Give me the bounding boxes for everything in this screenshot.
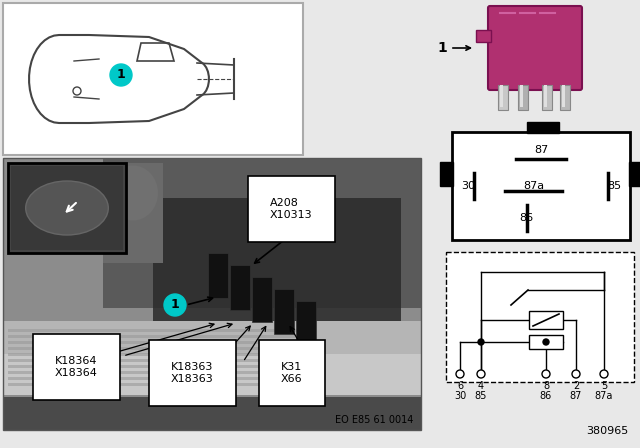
Bar [8, 377, 306, 380]
Bar [8, 383, 306, 386]
FancyBboxPatch shape [488, 6, 582, 90]
Text: 380965: 380965 [586, 426, 628, 436]
Bar [8, 366, 306, 368]
Bar [560, 85, 570, 110]
Ellipse shape [26, 181, 108, 235]
Bar [3, 3, 303, 155]
Bar [542, 85, 552, 110]
Bar [8, 163, 126, 253]
Bar [3, 158, 421, 430]
Text: 87: 87 [534, 145, 548, 155]
Bar [8, 371, 306, 375]
Text: 85: 85 [607, 181, 621, 191]
Bar [153, 198, 401, 328]
Bar [11, 166, 123, 250]
Circle shape [572, 370, 580, 378]
Bar [529, 311, 563, 329]
Bar [103, 163, 163, 263]
Bar [3, 354, 421, 395]
Bar [3, 397, 421, 430]
Text: 4: 4 [478, 381, 484, 391]
Bar [3, 321, 421, 389]
FancyBboxPatch shape [208, 253, 228, 298]
Text: 85: 85 [475, 391, 487, 401]
Text: 87a: 87a [524, 181, 545, 191]
Bar [8, 347, 306, 350]
Circle shape [600, 370, 608, 378]
Text: 87: 87 [570, 391, 582, 401]
Text: 5: 5 [601, 381, 607, 391]
Text: EO E85 61 0014: EO E85 61 0014 [335, 415, 413, 425]
Circle shape [110, 64, 132, 86]
Bar [529, 335, 563, 349]
Text: K18363
X18363: K18363 X18363 [171, 362, 214, 383]
Text: 30: 30 [461, 181, 475, 191]
Circle shape [542, 370, 550, 378]
FancyBboxPatch shape [274, 289, 294, 334]
Bar [8, 353, 306, 356]
Circle shape [477, 370, 485, 378]
Circle shape [456, 370, 464, 378]
Text: 8: 8 [543, 381, 549, 391]
Text: 86: 86 [540, 391, 552, 401]
FancyBboxPatch shape [252, 277, 272, 322]
Bar [452, 132, 630, 240]
Text: 87a: 87a [595, 391, 613, 401]
Text: A208
X10313: A208 X10313 [270, 198, 312, 220]
Bar [518, 85, 528, 110]
FancyBboxPatch shape [230, 265, 250, 310]
Bar [8, 341, 306, 345]
Bar [8, 329, 306, 332]
Bar [476, 30, 491, 42]
Bar [103, 158, 421, 308]
Bar [440, 162, 453, 186]
Bar [527, 122, 559, 133]
Bar [3, 158, 421, 430]
Text: 1: 1 [116, 69, 125, 82]
Ellipse shape [108, 165, 158, 220]
Bar [562, 85, 565, 107]
Text: 2: 2 [573, 381, 579, 391]
Bar [629, 162, 640, 186]
Bar [8, 359, 306, 362]
Circle shape [478, 339, 484, 345]
Text: K18364
X18364: K18364 X18364 [55, 356, 98, 378]
Circle shape [164, 294, 186, 316]
Text: 1: 1 [171, 298, 179, 311]
Text: 1: 1 [437, 41, 447, 55]
Bar [8, 336, 306, 338]
Text: 6: 6 [457, 381, 463, 391]
Bar [498, 85, 508, 110]
Text: K31
X66: K31 X66 [281, 362, 303, 383]
Bar [544, 85, 547, 107]
Circle shape [543, 339, 549, 345]
Bar [520, 85, 523, 107]
FancyBboxPatch shape [296, 301, 316, 346]
Bar [500, 85, 503, 107]
Bar [446, 252, 634, 382]
Text: 30: 30 [454, 391, 466, 401]
Text: 86: 86 [520, 213, 534, 224]
